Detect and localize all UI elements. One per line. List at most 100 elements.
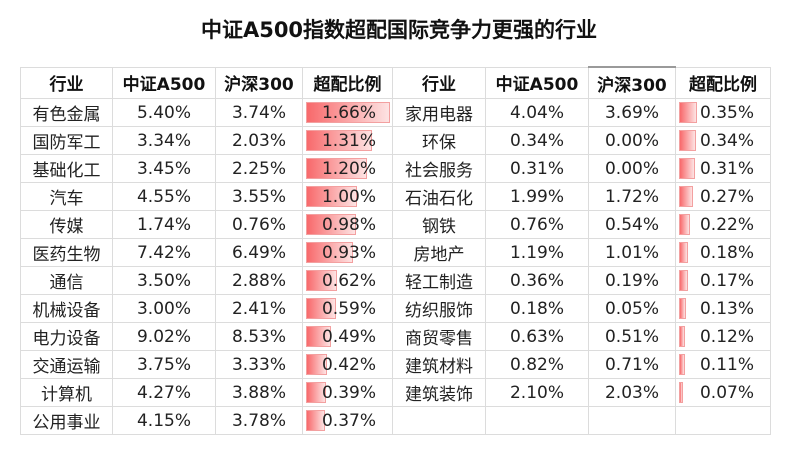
data-bar bbox=[679, 298, 686, 319]
a500-weight-cell: 3.00% bbox=[112, 294, 216, 323]
overweight-value: 0.37% bbox=[321, 410, 376, 431]
data-bar bbox=[306, 186, 357, 207]
table-row: 国防军工 3.34% 2.03% 1.31% 环保 0.34% 0.00% 0.34% bbox=[20, 126, 771, 155]
table-row: 交通运输 3.75% 3.33% 0.42% 建筑材料 0.82% 0.71% 0.11% bbox=[20, 350, 771, 379]
a500-weight-cell: 0.34% bbox=[485, 126, 589, 155]
overweight-cell: 0.39% bbox=[302, 378, 393, 407]
table-row: 有色金属 5.40% 3.74% 1.66% 家用电器 4.04% 3.69% 0.35% bbox=[20, 98, 771, 127]
hs300-weight-cell: 3.69% bbox=[588, 98, 676, 127]
a500-weight-cell: 3.50% bbox=[112, 266, 216, 295]
industry-cell: 计算机 bbox=[20, 378, 113, 407]
hs300-weight-cell: 3.88% bbox=[215, 378, 303, 407]
data-bar bbox=[679, 270, 688, 291]
hs300-weight-cell: 8.53% bbox=[215, 322, 303, 351]
data-bar bbox=[306, 130, 373, 151]
overweight-cell: 0.62% bbox=[302, 266, 393, 295]
table-row: 机械设备 3.00% 2.41% 0.59% 纺织服饰 0.18% 0.05% 0.13% bbox=[20, 294, 771, 323]
overweight-value: 0.18% bbox=[699, 242, 754, 263]
page-title: 中证A500指数超配国际竞争力更强的行业 bbox=[200, 18, 598, 42]
a500-weight-cell: 1.19% bbox=[485, 238, 589, 267]
industry-cell: 社会服务 bbox=[392, 154, 486, 183]
hs300-weight-cell: 2.25% bbox=[215, 154, 303, 183]
overweight-cell: 0.35% bbox=[675, 98, 771, 127]
a500-weight-cell: 4.55% bbox=[112, 182, 216, 211]
overweight-cell: 0.93% bbox=[302, 238, 393, 267]
industry-cell: 房地产 bbox=[392, 238, 486, 267]
hs300-weight-cell: 3.78% bbox=[215, 406, 303, 435]
hs300-weight-cell: 0.71% bbox=[588, 350, 676, 379]
table-row: 传媒 1.74% 0.76% 0.98% 钢铁 0.76% 0.54% 0.22% bbox=[20, 210, 771, 239]
industry-cell: 家用电器 bbox=[392, 98, 486, 127]
table-row: 电力设备 9.02% 8.53% 0.49% 商贸零售 0.63% 0.51% 0.12% bbox=[20, 322, 771, 351]
hs300-weight-cell: 2.03% bbox=[215, 126, 303, 155]
overweight-value: 0.49% bbox=[321, 326, 376, 347]
header-overweight: 超配比例 bbox=[675, 66, 771, 99]
overweight-value: 1.66% bbox=[321, 102, 376, 123]
header-industry: 行业 bbox=[20, 66, 113, 99]
hs300-weight-cell: 0.76% bbox=[215, 210, 303, 239]
data-bar bbox=[679, 382, 683, 403]
a500-weight-cell: 0.18% bbox=[485, 294, 589, 323]
header-a500: 中证A500 bbox=[485, 66, 589, 99]
a500-weight-cell: 0.76% bbox=[485, 210, 589, 239]
a500-weight-cell: 9.02% bbox=[112, 322, 216, 351]
hs300-weight-cell: 2.41% bbox=[215, 294, 303, 323]
industry-cell: 钢铁 bbox=[392, 210, 486, 239]
industry-cell: 轻工制造 bbox=[392, 266, 486, 295]
data-bar bbox=[306, 410, 325, 431]
overweight-value: 0.39% bbox=[321, 382, 376, 403]
header-row: 行业 中证A500 沪深300 超配比例 行业 中证A500 沪深300 超配比… bbox=[20, 66, 771, 99]
data-bar bbox=[306, 102, 390, 123]
data-bar bbox=[306, 214, 356, 235]
overweight-cell bbox=[675, 406, 771, 435]
hs300-weight-cell: 0.05% bbox=[588, 294, 676, 323]
data-bar bbox=[679, 354, 685, 375]
hs300-weight-cell: 0.51% bbox=[588, 322, 676, 351]
hs300-weight-cell: 3.33% bbox=[215, 350, 303, 379]
overweight-value: 0.59% bbox=[321, 298, 376, 319]
a500-weight-cell: 4.27% bbox=[112, 378, 216, 407]
overweight-value: 0.62% bbox=[321, 270, 376, 291]
hs300-weight-cell: 0.54% bbox=[588, 210, 676, 239]
overweight-value: 0.98% bbox=[321, 214, 376, 235]
hs300-weight-cell bbox=[588, 406, 676, 435]
table-row: 通信 3.50% 2.88% 0.62% 轻工制造 0.36% 0.19% 0.17% bbox=[20, 266, 771, 295]
industry-cell: 汽车 bbox=[20, 182, 113, 211]
overweight-value: 0.11% bbox=[699, 354, 754, 375]
data-bar bbox=[679, 326, 686, 347]
overweight-cell: 0.07% bbox=[675, 378, 771, 407]
a500-weight-cell: 5.40% bbox=[112, 98, 216, 127]
overweight-cell: 0.12% bbox=[675, 322, 771, 351]
data-bar bbox=[679, 102, 697, 123]
a500-weight-cell bbox=[485, 406, 589, 435]
a500-weight-cell: 3.34% bbox=[112, 126, 216, 155]
a500-weight-cell: 4.04% bbox=[485, 98, 589, 127]
table-row: 计算机 4.27% 3.88% 0.39% 建筑装饰 2.10% 2.03% 0.07% bbox=[20, 378, 771, 407]
industry-cell: 纺织服饰 bbox=[392, 294, 486, 323]
overweight-value: 1.20% bbox=[321, 158, 376, 179]
hs300-weight-cell: 0.00% bbox=[588, 154, 676, 183]
overweight-cell: 0.42% bbox=[302, 350, 393, 379]
overweight-cell: 0.34% bbox=[675, 126, 771, 155]
hs300-weight-cell: 2.03% bbox=[588, 378, 676, 407]
header-hs300: 沪深300 bbox=[215, 66, 303, 99]
table-row: 医药生物 7.42% 6.49% 0.93% 房地产 1.19% 1.01% 0.18% bbox=[20, 238, 771, 267]
a500-weight-cell: 0.63% bbox=[485, 322, 589, 351]
data-bar bbox=[306, 270, 338, 291]
data-bar bbox=[679, 214, 691, 235]
data-bar bbox=[679, 242, 689, 263]
data-bar bbox=[306, 298, 336, 319]
overweight-cell: 1.31% bbox=[302, 126, 393, 155]
hs300-weight-cell: 1.01% bbox=[588, 238, 676, 267]
industry-cell: 环保 bbox=[392, 126, 486, 155]
overweight-value: 0.34% bbox=[699, 130, 754, 151]
hs300-weight-cell: 1.72% bbox=[588, 182, 676, 211]
industry-cell: 建筑材料 bbox=[392, 350, 486, 379]
overweight-value: 0.13% bbox=[699, 298, 754, 319]
overweight-value: 0.42% bbox=[321, 354, 376, 375]
header-hs300: 沪深300 bbox=[588, 66, 676, 99]
industry-cell bbox=[392, 406, 486, 435]
overweight-cell: 1.20% bbox=[302, 154, 393, 183]
hs300-weight-cell: 2.88% bbox=[215, 266, 303, 295]
overweight-value: 0.35% bbox=[699, 102, 754, 123]
